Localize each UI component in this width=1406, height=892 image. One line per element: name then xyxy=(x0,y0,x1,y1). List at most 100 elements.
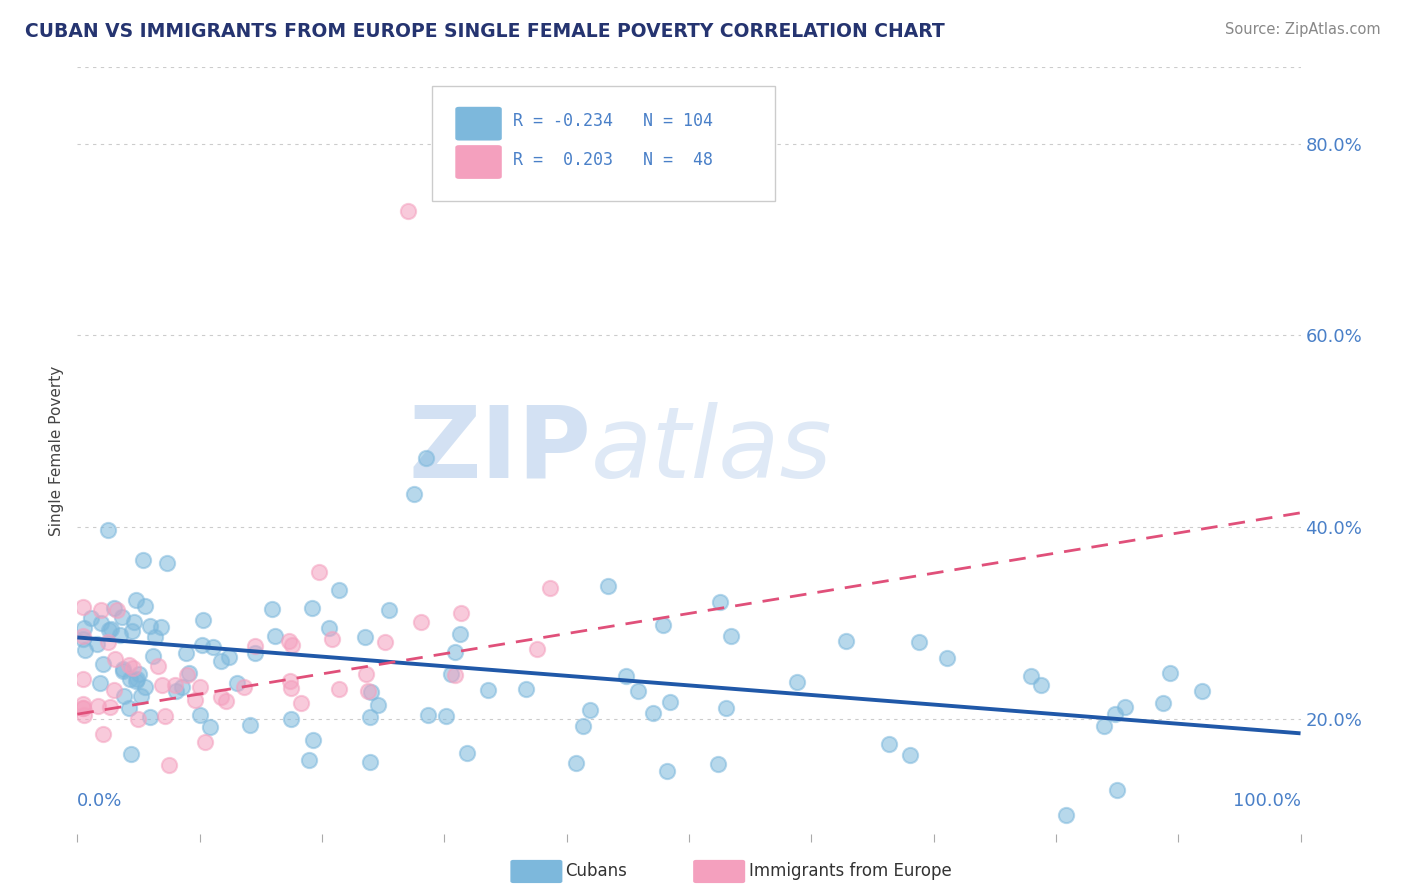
Point xyxy=(73,621,96,635)
Point xyxy=(198,720,221,734)
Point xyxy=(190,707,212,722)
Point xyxy=(122,615,145,629)
Point xyxy=(118,658,141,673)
Point xyxy=(87,699,110,714)
Point xyxy=(354,630,377,644)
Point xyxy=(209,654,232,668)
Point xyxy=(165,684,187,698)
Point xyxy=(97,634,120,648)
Point xyxy=(416,707,439,722)
Point xyxy=(190,638,212,652)
Point xyxy=(90,615,112,630)
Point xyxy=(176,668,198,682)
Point xyxy=(655,764,678,778)
Point xyxy=(1152,696,1174,710)
Point xyxy=(156,556,179,570)
Text: atlas: atlas xyxy=(591,402,832,499)
Point xyxy=(91,657,114,671)
Point xyxy=(139,710,162,724)
FancyBboxPatch shape xyxy=(456,145,502,179)
Point xyxy=(443,645,465,659)
Point xyxy=(118,700,141,714)
Point xyxy=(127,672,149,686)
Point xyxy=(572,719,595,733)
Point xyxy=(90,603,112,617)
Point xyxy=(143,630,166,644)
Point xyxy=(72,600,94,615)
Point xyxy=(103,682,125,697)
Point xyxy=(188,680,211,694)
Point xyxy=(72,701,94,715)
Point xyxy=(72,697,94,711)
Point xyxy=(184,693,207,707)
Point xyxy=(89,675,111,690)
FancyBboxPatch shape xyxy=(432,87,775,202)
Point xyxy=(278,634,301,648)
Point xyxy=(328,583,350,598)
Point xyxy=(641,706,664,720)
Point xyxy=(149,620,172,634)
Point xyxy=(318,621,340,635)
Point xyxy=(128,667,150,681)
Point xyxy=(411,615,433,629)
Point xyxy=(1056,807,1078,822)
Point xyxy=(146,659,169,673)
Point xyxy=(86,637,108,651)
Point xyxy=(111,609,134,624)
Point xyxy=(132,552,155,566)
Point xyxy=(105,602,128,616)
Point xyxy=(564,756,586,771)
Text: R = -0.234   N = 104: R = -0.234 N = 104 xyxy=(513,112,713,130)
Point xyxy=(434,709,457,723)
Point xyxy=(301,732,323,747)
Point xyxy=(97,523,120,537)
Point xyxy=(243,639,266,653)
Point xyxy=(103,601,125,615)
Point xyxy=(104,652,127,666)
Y-axis label: Single Female Poverty: Single Female Poverty xyxy=(49,366,65,535)
Point xyxy=(614,668,637,682)
Point xyxy=(209,690,232,705)
Point xyxy=(1191,684,1213,698)
Point xyxy=(526,642,548,657)
Point xyxy=(374,635,396,649)
Text: Immigrants from Europe: Immigrants from Europe xyxy=(749,863,952,880)
Point xyxy=(163,678,186,692)
Point xyxy=(202,640,225,654)
Point xyxy=(440,667,463,681)
Point xyxy=(73,643,96,657)
Point xyxy=(122,660,145,674)
Point xyxy=(218,650,240,665)
Point xyxy=(415,451,437,466)
Point xyxy=(367,698,389,712)
Point xyxy=(281,638,304,652)
Point xyxy=(1092,719,1115,733)
Point xyxy=(907,635,929,649)
Point xyxy=(301,601,323,615)
Point xyxy=(191,613,214,627)
Point xyxy=(225,676,247,690)
Point xyxy=(278,674,301,689)
Point xyxy=(377,603,399,617)
Text: Cubans: Cubans xyxy=(565,863,627,880)
Point xyxy=(354,666,377,681)
Point xyxy=(456,747,478,761)
Point xyxy=(98,700,121,714)
Point xyxy=(714,700,737,714)
Point xyxy=(659,696,682,710)
Point xyxy=(321,632,343,647)
Point xyxy=(72,632,94,647)
Point xyxy=(936,651,959,665)
Point xyxy=(134,599,156,613)
Point xyxy=(260,602,283,616)
Text: Source: ZipAtlas.com: Source: ZipAtlas.com xyxy=(1225,22,1381,37)
Point xyxy=(72,672,94,686)
Point xyxy=(308,566,330,580)
Point xyxy=(360,685,382,699)
Point xyxy=(215,694,238,708)
Point xyxy=(450,606,472,620)
Point xyxy=(835,634,858,648)
Point xyxy=(112,689,135,703)
Point xyxy=(1104,707,1126,722)
Point xyxy=(153,708,176,723)
